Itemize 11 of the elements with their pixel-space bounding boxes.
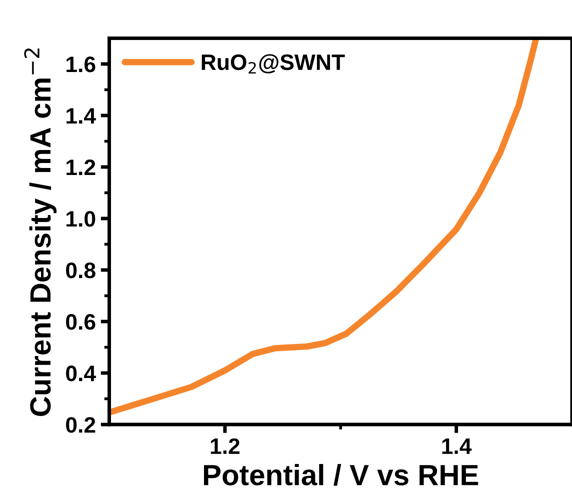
- legend-label: RuO$_{2}$@SWNT: [202, 54, 345, 74]
- y-tick-label: 1.2: [66, 160, 96, 176]
- y-axis-title: Current Density / mA cm$^{−2}$: [24, 48, 57, 416]
- y-tick-label: 1.6: [66, 56, 96, 72]
- y-tick-label: 1.4: [66, 108, 96, 124]
- y-tick-label: 0.2: [66, 417, 96, 433]
- y-tick-label: 1.0: [66, 211, 96, 227]
- y-tick-label: 0.6: [66, 314, 96, 330]
- x-axis-title: Potential / V vs RHE: [204, 464, 478, 486]
- y-tick-label: 0.4: [66, 366, 96, 382]
- y-tick-label: 0.8: [66, 262, 96, 278]
